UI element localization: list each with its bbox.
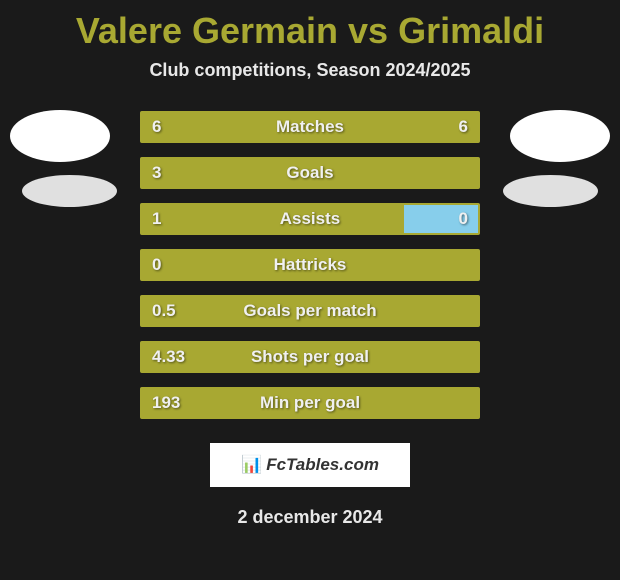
page-title: Valere Germain vs Grimaldi xyxy=(0,0,620,60)
stat-row-goals-per-match: 0.5 Goals per match xyxy=(140,295,480,327)
stat-row-hattricks: 0 Hattricks xyxy=(140,249,480,281)
stat-row-shots-per-goal: 4.33 Shots per goal xyxy=(140,341,480,373)
stat-value-right: 6 xyxy=(459,117,468,137)
player-right-avatar xyxy=(510,110,610,162)
stat-value-right: 0 xyxy=(459,209,468,229)
stat-row-min-per-goal: 193 Min per goal xyxy=(140,387,480,419)
stat-label: Assists xyxy=(142,209,478,229)
player-left-avatar xyxy=(10,110,110,162)
logo-text: FcTables.com xyxy=(266,455,379,475)
stat-row-assists: 1 Assists 0 xyxy=(140,203,480,235)
stat-label: Min per goal xyxy=(142,393,478,413)
stats-container: 6 Matches 6 3 Goals 1 Assists 0 0 Hattri… xyxy=(140,111,480,419)
stat-label: Hattricks xyxy=(142,255,478,275)
stat-row-matches: 6 Matches 6 xyxy=(140,111,480,143)
date-label: 2 december 2024 xyxy=(0,487,620,528)
player-left-avatar-accent xyxy=(22,175,117,207)
stat-row-goals: 3 Goals xyxy=(140,157,480,189)
fctables-logo: 📊 FcTables.com xyxy=(210,443,410,487)
chart-icon: 📊 xyxy=(241,455,262,475)
stat-label: Shots per goal xyxy=(142,347,478,367)
subtitle: Club competitions, Season 2024/2025 xyxy=(0,60,620,111)
stat-label: Matches xyxy=(142,117,478,137)
stat-label: Goals per match xyxy=(142,301,478,321)
player-right-avatar-accent xyxy=(503,175,598,207)
stat-label: Goals xyxy=(142,163,478,183)
